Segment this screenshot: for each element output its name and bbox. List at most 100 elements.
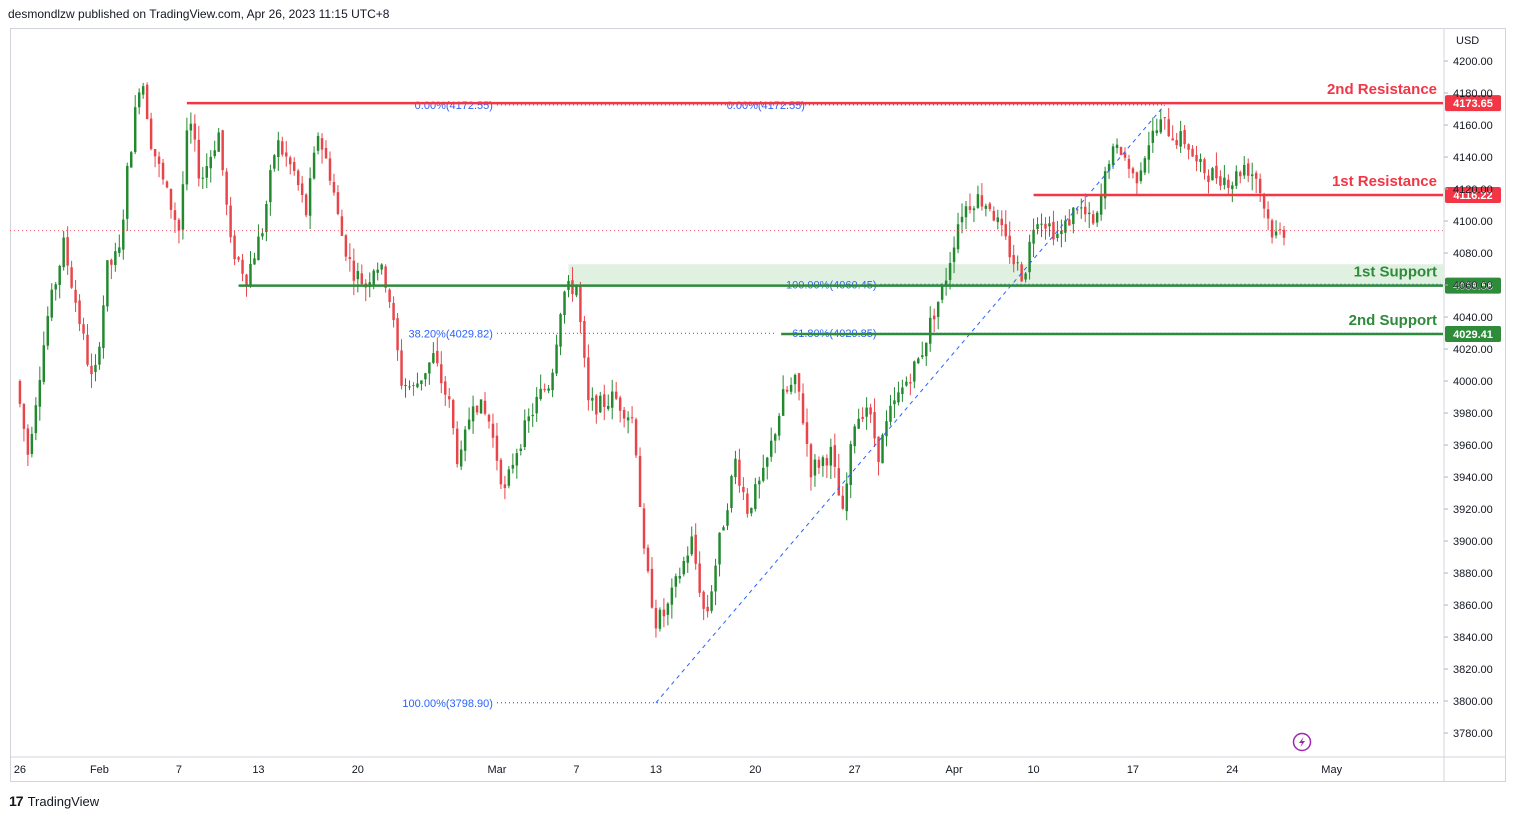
tradingview-logo[interactable]: 17 TradingView: [9, 793, 99, 809]
candle-body: [388, 289, 391, 303]
candle-body: [137, 92, 141, 108]
candle-body: [507, 469, 511, 486]
candle-body: [82, 324, 85, 334]
candle-body: [189, 123, 193, 131]
candle-body: [400, 350, 403, 386]
candle-body: [213, 150, 216, 157]
candle-body: [1270, 220, 1274, 238]
candle-body: [1087, 212, 1091, 215]
candle-body: [1143, 158, 1147, 173]
candle-body: [555, 344, 558, 374]
candle-body: [177, 219, 181, 231]
tradingview-logo-text: TradingView: [27, 793, 100, 809]
candle-body: [1091, 214, 1095, 224]
candle-body: [964, 206, 968, 218]
candle-body: [571, 280, 574, 295]
candle-body: [956, 224, 960, 250]
candle-body: [153, 149, 157, 157]
candle-body: [1012, 255, 1015, 265]
candle-body: [889, 405, 892, 422]
candle-body: [324, 148, 328, 159]
candle-body: [70, 267, 73, 288]
x-tick-label: 20: [749, 764, 761, 776]
candle-body: [825, 458, 829, 466]
candle-body: [1119, 147, 1123, 155]
candle-body: [1155, 130, 1159, 134]
tradingview-mark-icon: 17: [9, 793, 24, 809]
candle-body: [821, 457, 825, 466]
candle-body: [797, 373, 801, 392]
candle-body: [1159, 119, 1163, 133]
candle-body: [610, 391, 614, 408]
candle-body: [1000, 218, 1004, 226]
candle-body: [944, 280, 948, 286]
candle-body: [316, 135, 320, 151]
candle-body: [1135, 172, 1139, 184]
candle-body: [300, 183, 304, 195]
candle-body: [992, 210, 996, 221]
candle-body: [1016, 262, 1019, 264]
candle-body: [1223, 177, 1226, 186]
candle-body: [1008, 235, 1011, 258]
candle-body: [360, 273, 364, 285]
y-tick-label: 3780.00: [1453, 728, 1493, 740]
candle-body: [897, 392, 900, 403]
candle-body: [110, 259, 113, 265]
candle-body: [523, 420, 526, 447]
candle-body: [634, 419, 638, 456]
candle-body: [646, 547, 650, 572]
level-price-box: [1445, 187, 1501, 204]
candle-body: [141, 86, 145, 95]
candle-body: [372, 270, 375, 285]
candle-body: [730, 476, 733, 508]
support-zone: [568, 264, 1443, 286]
candle-body: [1147, 145, 1151, 160]
candle-body: [984, 205, 988, 209]
candle-body: [1084, 206, 1087, 215]
candle-body: [1246, 163, 1250, 176]
candle-body: [483, 400, 487, 414]
candle-body: [940, 285, 944, 300]
candle-body: [122, 219, 125, 250]
x-tick-label: 13: [650, 764, 662, 776]
candle-body: [1191, 148, 1194, 157]
candle-body: [917, 358, 920, 364]
candle-body: [972, 208, 976, 211]
candle-body: [662, 609, 666, 617]
candle-body: [599, 395, 602, 413]
candle-body: [1227, 179, 1230, 188]
candle-body: [22, 404, 26, 429]
candle-body: [491, 423, 495, 438]
y-tick-label: 4020.00: [1453, 344, 1493, 356]
candle-body: [841, 495, 845, 509]
candle-body: [169, 188, 173, 210]
y-tick-label: 4180.00: [1453, 88, 1493, 100]
candle-body: [261, 233, 264, 237]
candle-body: [495, 435, 499, 461]
candle-body: [475, 405, 479, 413]
candle-body: [952, 247, 956, 262]
level-price-box: [1445, 325, 1501, 342]
level-label: 1st Resistance: [1332, 173, 1437, 190]
candle-body: [384, 266, 387, 288]
candle-body: [845, 483, 848, 512]
candle-body: [1103, 171, 1107, 199]
lightning-icon: [1292, 732, 1312, 752]
candle-body: [86, 334, 89, 365]
candle-body: [392, 302, 395, 321]
candle-body: [1024, 273, 1027, 280]
candle-body: [901, 387, 904, 395]
candle-body: [328, 158, 332, 181]
fib-level-label: 38.20%(4029.82): [409, 328, 493, 340]
level-price-box: [1445, 95, 1501, 112]
level-price-label: 4059.58: [1453, 281, 1493, 293]
candle-body: [738, 459, 741, 486]
candle-body: [905, 381, 908, 386]
candle-body: [1278, 229, 1282, 231]
chart-frame: [10, 28, 1506, 782]
candle-body: [320, 138, 324, 150]
support-zone-layer: [568, 264, 1443, 286]
x-tick-label: 13: [252, 764, 264, 776]
candle-body: [102, 305, 105, 349]
